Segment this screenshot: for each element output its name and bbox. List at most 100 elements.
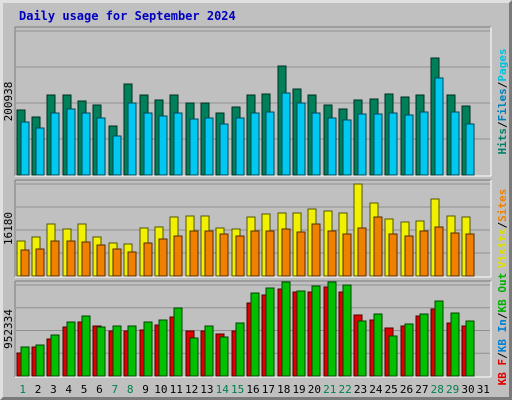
bar-kb-out-day-1	[20, 346, 30, 377]
legend-entry: Visits	[496, 229, 509, 269]
day-label: 23	[354, 383, 367, 396]
bar-kb-out-day-21	[327, 281, 337, 377]
day-label: 9	[142, 383, 149, 396]
day-label: 8	[127, 383, 134, 396]
bar-kb-out-day-11	[173, 307, 183, 377]
bar-sites-day-23	[357, 227, 367, 277]
legend-entry: Hits	[496, 128, 509, 155]
bar-sites-day-26	[404, 235, 414, 277]
bar-files-day-27	[419, 111, 429, 176]
bar-kb-out-day-4	[66, 321, 76, 377]
bar-kb-out-day-16	[250, 292, 260, 377]
bar-sites-day-4	[66, 240, 76, 277]
day-label: 15	[231, 383, 244, 396]
bar-sites-day-17	[265, 230, 275, 277]
bar-kb-out-day-6	[96, 326, 106, 377]
day-label: 22	[339, 383, 352, 396]
bar-kb-out-day-18	[281, 281, 291, 377]
legend-entry: Sites	[496, 189, 509, 222]
bar-files-day-9	[143, 112, 153, 176]
bar-kb-out-day-13	[204, 325, 214, 377]
bar-sites-day-2	[35, 248, 45, 277]
bar-kb-out-day-27	[419, 313, 429, 377]
bar-files-day-19	[296, 102, 306, 176]
bar-kb-out-day-23	[357, 320, 367, 377]
legend-entry: /	[496, 312, 509, 319]
day-label: 21	[323, 383, 336, 396]
bar-files-day-5	[81, 112, 91, 176]
panel-max-label: 952334	[2, 309, 15, 349]
panel-legend: Hits/Files/Pages	[496, 49, 509, 155]
legend-entry: Files	[496, 88, 509, 121]
bar-sites-day-28	[434, 226, 444, 277]
day-label: 30	[461, 383, 474, 396]
legend-entry: KB Out	[496, 273, 509, 313]
bar-sites-day-10	[158, 238, 168, 277]
bar-kb-out-day-8	[127, 325, 137, 377]
bar-sites-day-7	[112, 248, 122, 277]
day-label: 2	[35, 383, 42, 396]
bar-files-day-8	[127, 102, 137, 176]
day-label: 17	[262, 383, 275, 396]
bar-sites-day-11	[173, 235, 183, 277]
bar-kb-out-day-25	[388, 335, 398, 377]
bar-kb-out-day-7	[112, 325, 122, 377]
bar-sites-day-22	[342, 233, 352, 277]
legend-entry: KB In	[496, 319, 509, 352]
bar-files-day-21	[327, 117, 337, 176]
bar-files-day-1	[20, 121, 30, 176]
legend-entry: KB F	[496, 359, 509, 386]
panel-legend: KB F/KB In/KB Out	[496, 273, 509, 386]
day-label: 4	[65, 383, 72, 396]
bar-sites-day-3	[50, 240, 60, 277]
bar-files-day-24	[373, 113, 383, 176]
bar-sites-day-25	[388, 233, 398, 277]
legend-entry: /	[496, 121, 509, 128]
bar-files-day-12	[189, 118, 199, 176]
day-label: 10	[154, 383, 167, 396]
panel-max-label: 200938	[2, 82, 15, 122]
day-label: 29	[446, 383, 459, 396]
legend-entry: /	[496, 222, 509, 229]
day-label: 11	[170, 383, 183, 396]
bar-sites-day-13	[204, 230, 214, 277]
bar-sites-day-1	[20, 249, 30, 277]
bar-files-day-6	[96, 117, 106, 176]
bar-kb-out-day-29	[450, 312, 460, 377]
bar-files-day-11	[173, 112, 183, 176]
bar-kb-out-day-17	[265, 287, 275, 377]
bar-kb-out-day-24	[373, 313, 383, 377]
bar-sites-day-15	[235, 235, 245, 277]
bar-sites-day-5	[81, 241, 91, 277]
panel-2: 16180 Visits/Sites	[2, 179, 509, 278]
bar-sites-day-14	[219, 233, 229, 277]
bar-kb-out-day-10	[158, 319, 168, 377]
day-label: 14	[216, 383, 230, 396]
bar-files-day-30	[465, 123, 475, 176]
bar-files-day-29	[450, 111, 460, 176]
day-label: 12	[185, 383, 198, 396]
bar-files-day-22	[342, 119, 352, 176]
bar-files-day-26	[404, 114, 414, 176]
day-label: 6	[96, 383, 103, 396]
day-label: 5	[81, 383, 88, 396]
legend-entry: Pages	[496, 49, 509, 82]
day-label: 18	[277, 383, 290, 396]
bar-sites-day-27	[419, 230, 429, 277]
bar-kb-out-day-12	[189, 337, 199, 377]
bar-sites-day-12	[189, 230, 199, 277]
bar-kb-out-day-9	[143, 321, 153, 377]
bar-sites-day-24	[373, 216, 383, 277]
bar-files-day-16	[250, 112, 260, 176]
bar-files-day-28	[434, 77, 444, 176]
bar-kb-out-day-26	[404, 323, 414, 377]
bar-files-day-10	[158, 115, 168, 176]
day-label: 19	[292, 383, 305, 396]
bar-sites-day-29	[450, 232, 460, 277]
bar-sites-day-20	[311, 223, 321, 277]
bar-kb-out-day-22	[342, 284, 352, 377]
bar-files-day-14	[219, 123, 229, 176]
bar-files-day-20	[311, 112, 321, 176]
day-label: 16	[246, 383, 259, 396]
legend-entry: /	[496, 352, 509, 359]
